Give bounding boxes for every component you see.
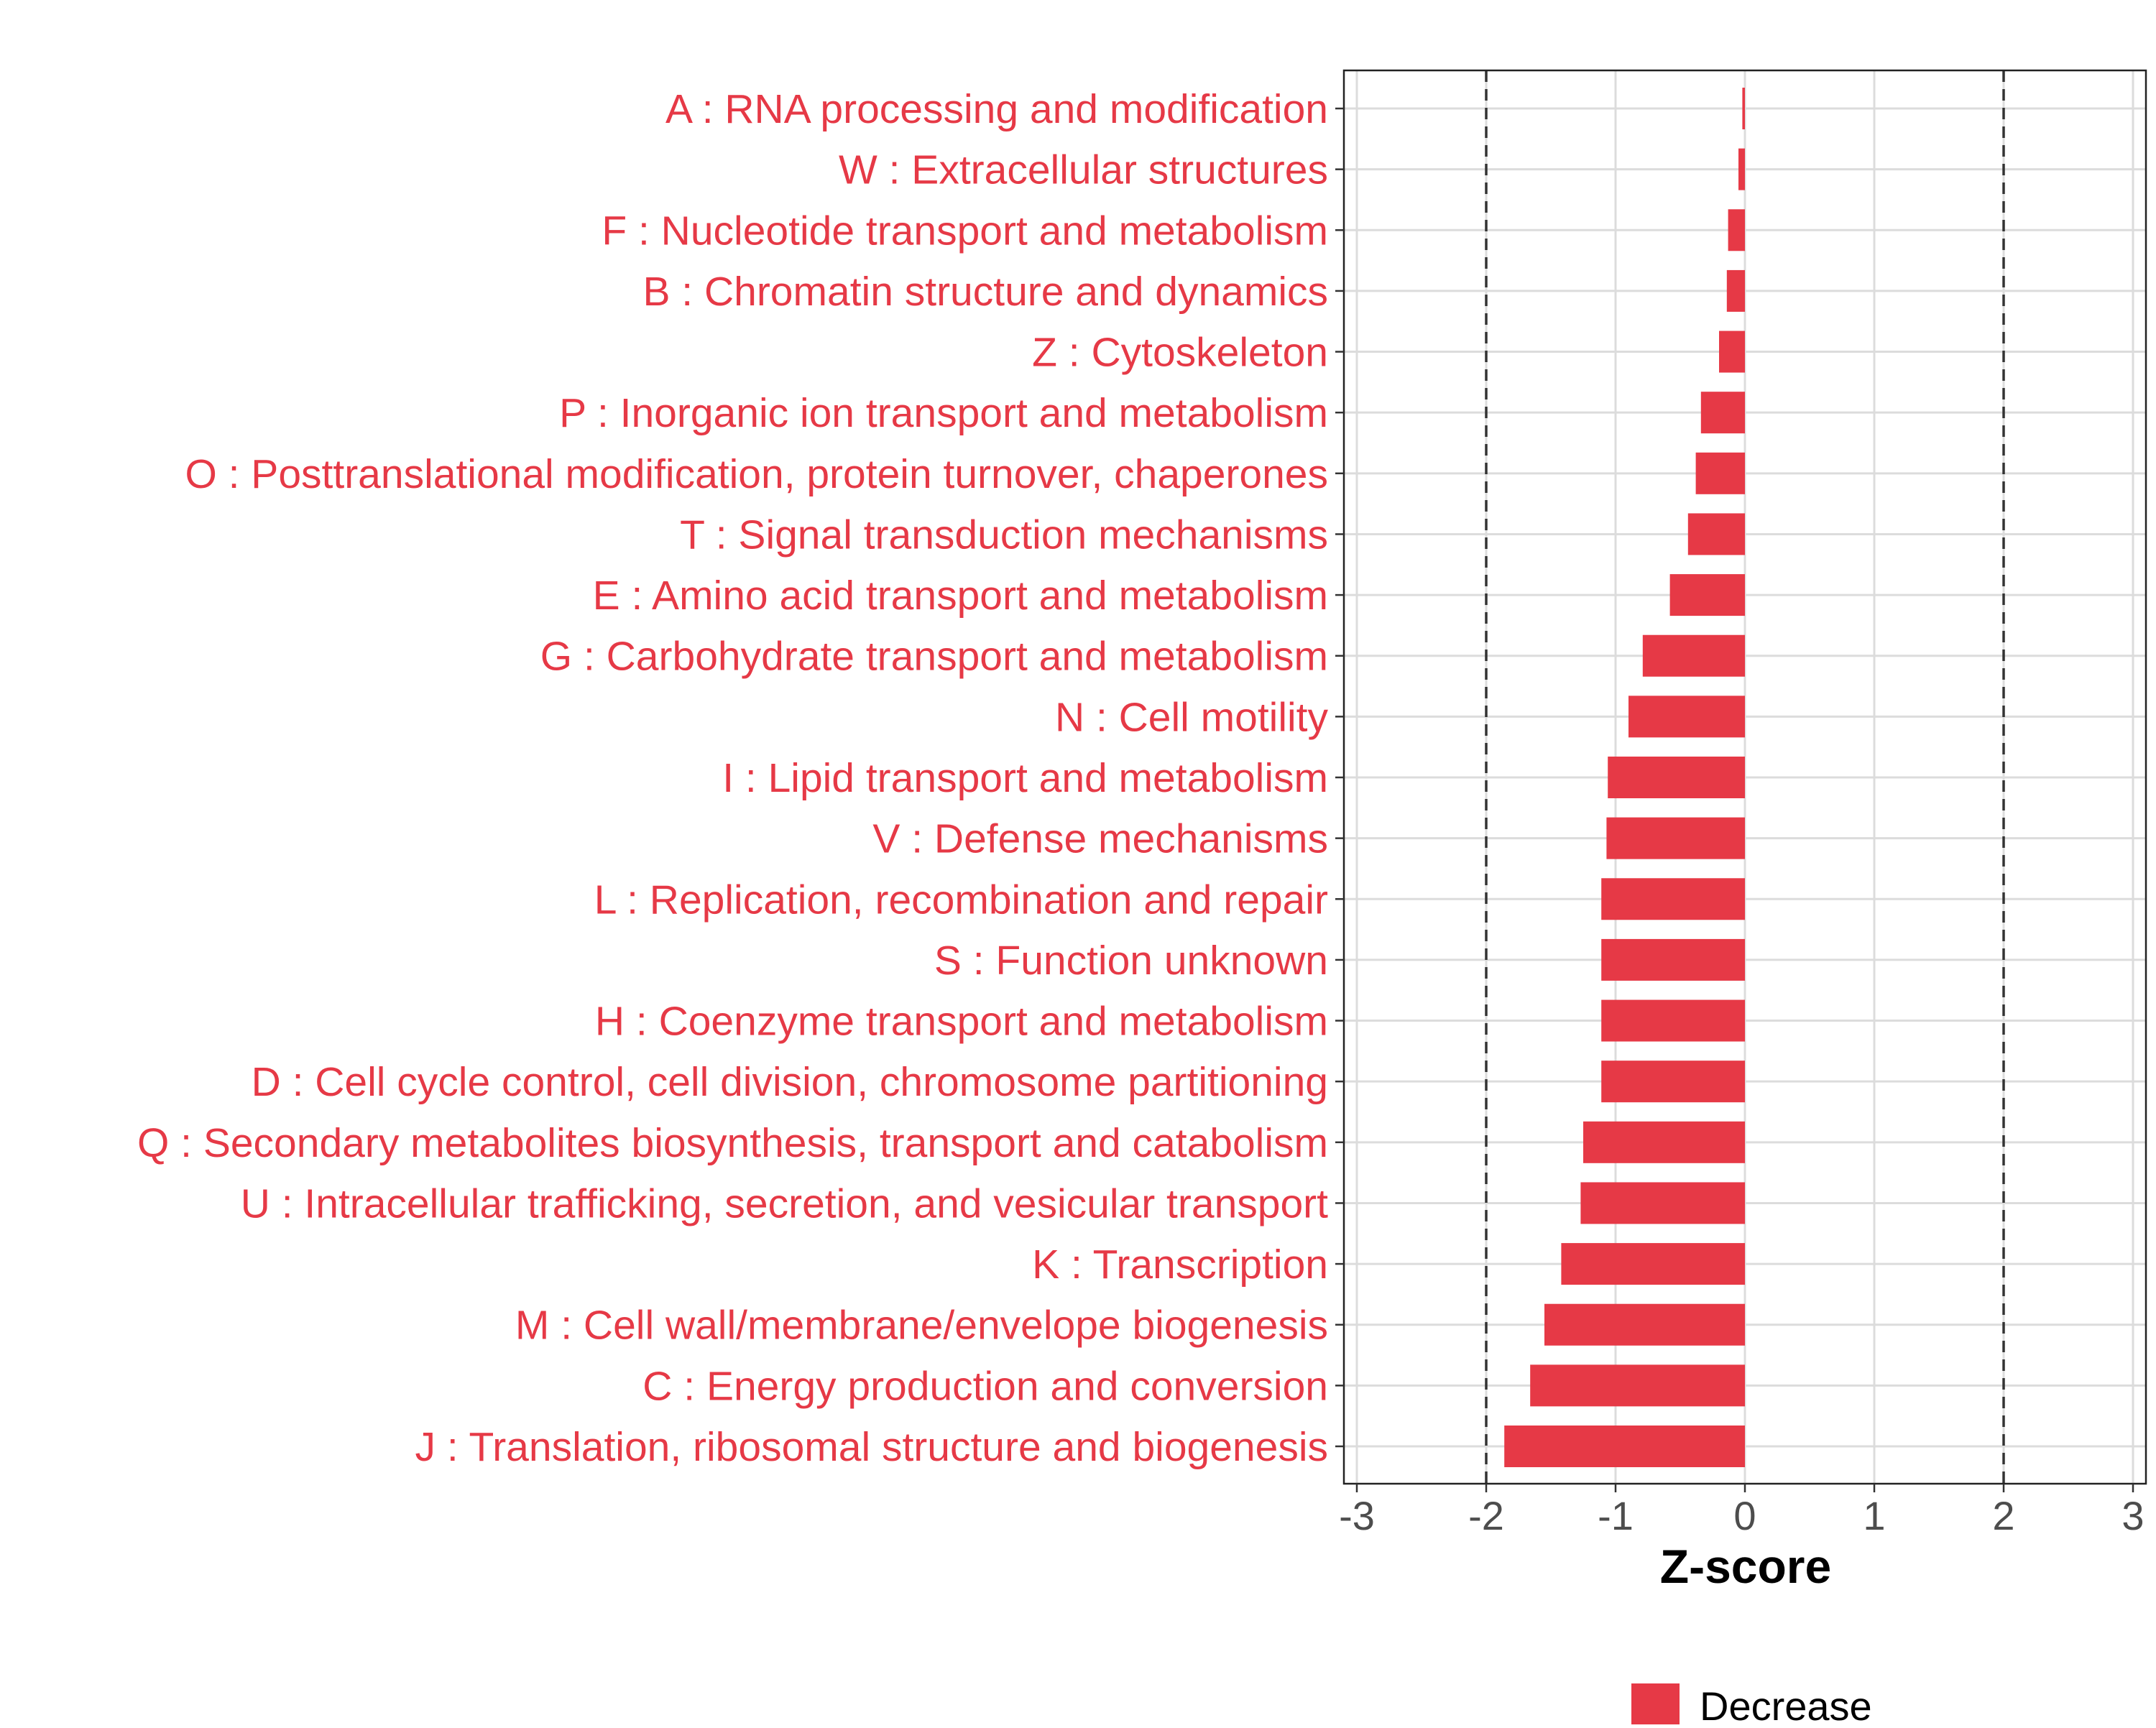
x-axis: -3 -2 -1 0 1 2 3	[1339, 1484, 2145, 1538]
y-tick-label: O : Posttranslational modification, prot…	[185, 451, 1328, 497]
bar	[1561, 1243, 1745, 1285]
bar	[1606, 817, 1745, 859]
y-tick-label: S : Function unknown	[934, 938, 1328, 984]
y-tick-label: P : Inorganic ion transport and metaboli…	[559, 390, 1328, 436]
bar	[1530, 1364, 1745, 1407]
bar	[1580, 1182, 1745, 1224]
x-tick-label: -3	[1339, 1493, 1375, 1538]
bar	[1583, 1121, 1745, 1163]
y-tick-label: Z : Cytoskeleton	[1032, 330, 1328, 376]
legend: Decrease	[1631, 1683, 1872, 1728]
bar	[1601, 938, 1745, 981]
bar	[1728, 209, 1745, 251]
bar	[1504, 1426, 1745, 1467]
x-tick-label: 1	[1863, 1493, 1885, 1538]
y-tick-label: N : Cell motility	[1055, 694, 1329, 740]
x-tick-label: 0	[1733, 1493, 1756, 1538]
y-tick-label: T : Signal transduction mechanisms	[680, 512, 1328, 558]
y-axis: A : RNA processing and modification W : E…	[137, 86, 1344, 1470]
x-tick-label: -1	[1598, 1493, 1634, 1538]
y-tick-label: E : Amino acid transport and metabolism	[593, 573, 1328, 619]
bar	[1719, 331, 1745, 373]
bar	[1608, 757, 1745, 798]
bar	[1742, 88, 1745, 129]
y-tick-label: C : Energy production and conversion	[642, 1363, 1328, 1409]
bar	[1601, 1061, 1745, 1103]
y-tick-label: K : Transcription	[1032, 1242, 1328, 1288]
bar	[1601, 878, 1745, 920]
bar	[1601, 999, 1745, 1042]
bar	[1544, 1303, 1745, 1346]
y-tick-label: U : Intracellular trafficking, secretion…	[241, 1181, 1328, 1226]
y-tick-label: I : Lipid transport and metabolism	[722, 755, 1328, 801]
bar	[1738, 148, 1745, 190]
x-tick-label: 3	[2122, 1493, 2144, 1538]
y-tick-label: D : Cell cycle control, cell division, c…	[252, 1059, 1328, 1105]
y-tick-label: V : Defense mechanisms	[872, 816, 1328, 862]
y-tick-label: L : Replication, recombination and repai…	[594, 877, 1328, 923]
y-tick-label: B : Chromatin structure and dynamics	[642, 269, 1328, 315]
y-tick-label: G : Carbohydrate transport and metabolis…	[540, 634, 1328, 680]
y-tick-label: W : Extracellular structures	[839, 147, 1328, 193]
bar	[1700, 392, 1745, 434]
y-tick-label: H : Coenzyme transport and metabolism	[595, 999, 1328, 1045]
y-tick-label: Q : Secondary metabolites biosynthesis, …	[137, 1120, 1328, 1166]
bar	[1687, 513, 1745, 555]
x-axis-title: Z-score	[1660, 1540, 1831, 1593]
bar	[1642, 634, 1745, 677]
bar	[1726, 269, 1745, 312]
bar	[1695, 452, 1745, 494]
x-tick-label: 2	[1992, 1493, 2014, 1538]
y-tick-label: M : Cell wall/membrane/envelope biogenes…	[515, 1303, 1328, 1349]
legend-swatch	[1631, 1683, 1680, 1728]
reference-lines	[1485, 70, 2005, 1484]
y-tick-label: A : RNA processing and modification	[665, 86, 1328, 132]
bar	[1669, 574, 1745, 616]
y-tick-label: J : Translation, ribosomal structure and…	[415, 1424, 1328, 1470]
legend-label: Decrease	[1700, 1683, 1872, 1724]
x-tick-label: -2	[1468, 1493, 1504, 1538]
bars	[1504, 88, 1745, 1467]
y-tick-label: F : Nucleotide transport and metabolism	[602, 208, 1328, 254]
bar	[1628, 696, 1745, 738]
